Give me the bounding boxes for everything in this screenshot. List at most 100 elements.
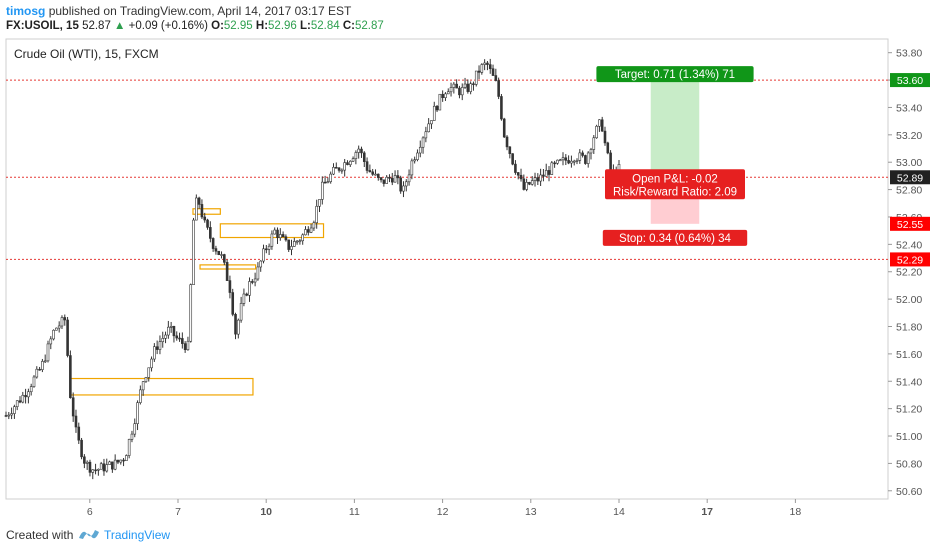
candle-body (385, 176, 388, 184)
candle-body (315, 205, 318, 224)
candle-body (306, 229, 310, 233)
candle-body (256, 266, 260, 280)
target-tag-label: 53.60 (897, 75, 923, 87)
candle-body (449, 87, 453, 93)
candle-body (136, 402, 139, 424)
stop-label-bg (602, 229, 748, 246)
candle-body (172, 326, 176, 337)
candle-body (49, 338, 53, 345)
candle-body (553, 162, 556, 165)
ohlc-line: FX:USOIL, 15 52.87 ▲ +0.09 (+0.16%) O:52… (6, 20, 384, 32)
candle-body (279, 234, 282, 238)
candle-body (427, 123, 430, 133)
time-axis[interactable]: 6 7 10 11 12 13 14 17 18 (87, 499, 802, 518)
candle-body (413, 159, 416, 162)
candle-body (547, 170, 551, 175)
candle-body (438, 93, 442, 111)
candle-body (500, 96, 503, 120)
candle-body (536, 177, 540, 182)
candle-body (32, 376, 36, 387)
candle-body (556, 159, 559, 164)
candle-body (270, 233, 274, 247)
candle-body (460, 87, 464, 96)
candle-body (483, 62, 486, 65)
candle-body (326, 181, 330, 184)
support-tag-label: 52.29 (897, 254, 923, 266)
candle-body (29, 386, 33, 393)
candle-body (323, 181, 327, 184)
candle-body (217, 250, 221, 255)
candle-body (206, 219, 209, 228)
candle-body (371, 171, 374, 175)
candle-body (348, 160, 352, 166)
candle-body (74, 415, 78, 428)
candle-body (220, 254, 223, 256)
y-tick-label: 51.20 (896, 404, 922, 416)
target-label-bg (596, 66, 754, 83)
candle-body (581, 152, 584, 156)
price-change: +0.09 (+0.16%) (128, 20, 208, 32)
candle-body (144, 377, 148, 382)
candle-body (542, 174, 545, 177)
price-chart[interactable]: Crude Oil (WTI), 15, FXCM 53.80 53.60 53.4… (0, 38, 932, 520)
candle-body (228, 280, 232, 293)
author-link[interactable]: timosg (6, 4, 46, 18)
published-text: published on TradingView.com, April 14, … (48, 4, 352, 18)
candle-body (178, 337, 181, 340)
candle-body (41, 361, 44, 370)
created-with-text: Created with (6, 528, 74, 542)
candle-body (189, 284, 193, 342)
candle-body (147, 367, 151, 378)
candle-body (97, 468, 100, 471)
x-tick-label: 18 (790, 506, 802, 518)
candle-body (18, 400, 22, 403)
candle-body (530, 180, 534, 185)
candle-body (150, 358, 153, 369)
candle-body (130, 433, 134, 440)
position-tool[interactable] (650, 80, 700, 224)
candle-body (564, 157, 568, 161)
candle-body (281, 234, 285, 238)
candle-body (309, 227, 313, 233)
y-tick-label: 51.00 (896, 431, 922, 443)
tradingview-link[interactable]: TradingView (104, 528, 171, 542)
price-axis[interactable]: 53.8053.6053.4053.2053.0052.8052.6052.40… (888, 48, 922, 498)
candle-body (186, 340, 190, 351)
candle-body (340, 169, 344, 172)
candle-body (239, 303, 243, 321)
candle-body (125, 455, 128, 461)
candle-body (139, 389, 142, 403)
candle-body (525, 182, 528, 190)
candle-body (421, 137, 425, 148)
candle-body (141, 381, 145, 391)
candle-body (85, 461, 89, 464)
candle-body (595, 125, 598, 139)
candle-body (66, 319, 69, 356)
candle-body (259, 260, 263, 268)
candle-body (606, 142, 610, 154)
close-value: 52.87 (355, 20, 384, 32)
candle-body (153, 346, 156, 360)
candle-body (390, 178, 394, 183)
candle-body (424, 131, 428, 139)
candle-body (502, 118, 506, 138)
candle-body (533, 177, 537, 181)
candle-body (38, 368, 41, 371)
x-tick-label: 10 (260, 506, 272, 518)
candle-body (119, 459, 123, 463)
candle-body (273, 229, 277, 235)
candle-body (99, 463, 103, 470)
candle-body (410, 160, 414, 176)
candle-body (514, 163, 517, 173)
candle-body (290, 246, 293, 250)
x-tick-label: 13 (525, 506, 537, 518)
symbol-label: FX:USOIL, 15 (6, 20, 79, 32)
candle-body (382, 179, 386, 184)
candle-body (298, 240, 302, 243)
candle-body (15, 400, 19, 407)
candle-body (133, 423, 137, 435)
position-labels: Target: 0.71 (1.34%) 71 Open P&L: -0.02Ri… (596, 66, 754, 246)
candle-body (444, 93, 447, 99)
candle-body (570, 160, 573, 164)
candle-body (337, 167, 341, 171)
